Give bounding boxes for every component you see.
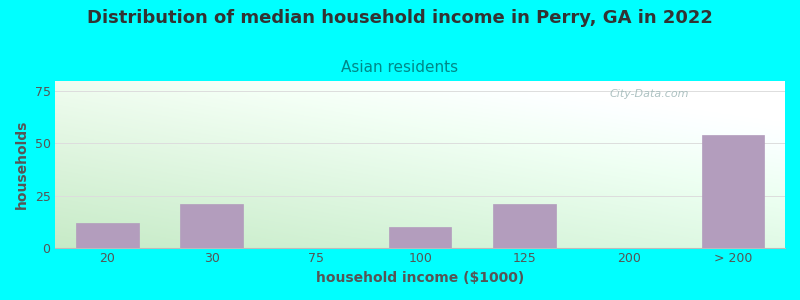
Text: Distribution of median household income in Perry, GA in 2022: Distribution of median household income …	[87, 9, 713, 27]
Bar	[76, 223, 138, 247]
Bar	[389, 227, 451, 248]
Bar	[493, 204, 556, 248]
Y-axis label: households: households	[15, 120, 29, 209]
Bar	[181, 204, 243, 248]
Bar	[702, 135, 764, 248]
Text: City-Data.com: City-Data.com	[610, 89, 690, 99]
X-axis label: household income ($1000): household income ($1000)	[316, 271, 524, 285]
Text: Asian residents: Asian residents	[342, 60, 458, 75]
